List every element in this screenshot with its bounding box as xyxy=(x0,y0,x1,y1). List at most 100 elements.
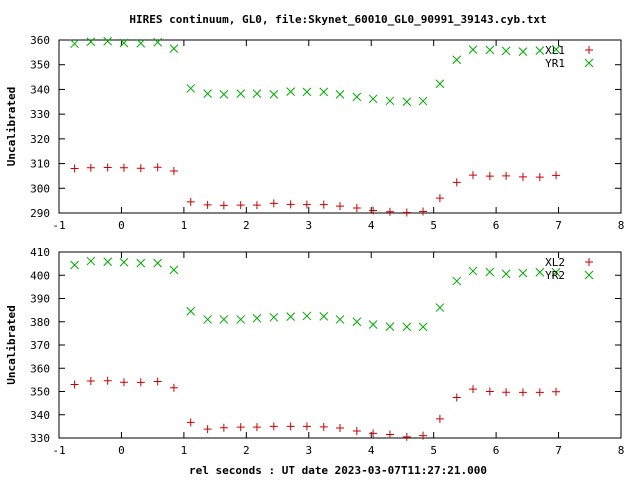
data-point-plus xyxy=(169,383,178,392)
data-point-cross xyxy=(368,320,378,329)
data-point-plus xyxy=(252,201,261,210)
data-point-plus xyxy=(219,423,228,432)
data-point-cross xyxy=(418,322,428,332)
data-point-cross xyxy=(70,39,79,49)
data-point-plus xyxy=(336,424,344,433)
data-point-cross xyxy=(452,276,462,286)
y-tick-label: 350 xyxy=(30,59,50,72)
y-tick-label: 350 xyxy=(30,386,50,399)
data-point-plus xyxy=(452,393,461,402)
x-tick-label: -1 xyxy=(52,219,65,232)
x-tick-label: 5 xyxy=(430,444,437,457)
data-point-plus xyxy=(452,178,461,187)
x-tick-label: 6 xyxy=(493,219,500,232)
data-point-cross xyxy=(136,258,146,268)
data-point-cross xyxy=(153,258,163,268)
data-point-plus xyxy=(435,194,444,203)
data-point-cross xyxy=(203,315,212,324)
data-point-cross xyxy=(286,87,296,97)
data-point-cross xyxy=(468,266,478,276)
data-point-plus xyxy=(385,207,394,216)
plot-frame xyxy=(58,39,622,214)
data-point-cross xyxy=(236,89,246,98)
legend-label: YR2 xyxy=(545,269,565,282)
data-point-plus xyxy=(70,380,79,389)
data-point-plus xyxy=(502,388,511,397)
x-tick-label: 8 xyxy=(618,444,625,457)
data-point-plus xyxy=(203,200,212,209)
chart-title: HIRES continuum, GL0, file:Skynet_60010_… xyxy=(129,13,546,26)
data-point-plus xyxy=(153,163,162,172)
data-point-plus xyxy=(535,173,544,182)
data-point-plus xyxy=(469,171,478,180)
data-point-cross xyxy=(551,267,561,277)
data-point-plus xyxy=(502,171,511,180)
data-point-cross xyxy=(319,87,329,97)
x-tick-label: 0 xyxy=(118,219,125,232)
data-point-cross xyxy=(435,303,445,312)
data-point-plus xyxy=(369,429,378,438)
data-point-cross xyxy=(319,312,329,321)
y-tick-label: 340 xyxy=(30,83,50,96)
x-tick-label: 8 xyxy=(618,219,625,232)
data-point-plus xyxy=(103,376,112,385)
data-point-plus xyxy=(153,377,162,386)
data-point-cross xyxy=(402,322,412,332)
data-point-cross xyxy=(335,315,345,324)
data-point-plus xyxy=(203,425,212,434)
data-point-cross xyxy=(203,89,212,98)
y-tick-label: 310 xyxy=(30,158,50,171)
data-point-cross xyxy=(352,317,362,327)
data-point-plus xyxy=(535,388,544,397)
data-point-cross xyxy=(402,97,412,107)
data-point-cross xyxy=(385,96,395,106)
x-tick-label: -1 xyxy=(52,444,65,457)
y-axis-label: Uncalibrated xyxy=(5,87,18,166)
data-point-cross xyxy=(535,46,545,55)
data-point-plus xyxy=(319,200,328,209)
data-point-cross xyxy=(119,38,129,48)
data-point-plus xyxy=(103,163,112,172)
data-point-plus xyxy=(219,201,228,210)
x-tick-label: 7 xyxy=(555,444,562,457)
y-tick-label: 400 xyxy=(30,269,50,282)
y-tick-label: 380 xyxy=(30,316,50,329)
data-point-plus xyxy=(252,423,261,432)
data-point-plus xyxy=(119,378,128,387)
data-point-plus xyxy=(402,432,411,441)
data-point-plus xyxy=(269,199,278,208)
data-point-cross xyxy=(269,90,279,99)
x-tick-label: 2 xyxy=(243,444,250,457)
data-point-plus xyxy=(302,422,311,431)
panel-top: -1 0 1 2 3 4 5 6 7 8 290 300 310 320 330 340 350 360 Uncal… xyxy=(5,34,624,232)
data-point-cross xyxy=(485,45,495,55)
data-point-cross xyxy=(252,89,262,98)
y-tick-label: 330 xyxy=(30,108,50,121)
data-point-plus xyxy=(136,164,145,173)
data-point-cross xyxy=(335,90,345,99)
data-point-cross xyxy=(485,267,495,277)
data-point-plus xyxy=(385,430,394,439)
data-point-cross xyxy=(518,47,528,56)
data-point-cross xyxy=(186,84,196,93)
data-point-cross xyxy=(219,315,229,324)
y-tick-label: 390 xyxy=(30,293,50,306)
x-tick-label: 1 xyxy=(181,444,188,457)
panel-bottom: -1 0 1 2 3 4 5 6 7 8 330 340 350 360 370 380 390 400 410 Un… xyxy=(5,246,624,457)
y-tick-label: 340 xyxy=(30,409,50,422)
y-tick-label: 290 xyxy=(30,207,50,220)
y-tick-label: 410 xyxy=(30,246,50,259)
data-point-cross xyxy=(103,257,113,267)
y-tick-label: 320 xyxy=(30,133,50,146)
data-point-cross xyxy=(103,36,113,46)
data-point-cross xyxy=(352,92,362,102)
legend-label: XL2 xyxy=(545,256,565,269)
data-point-plus xyxy=(435,414,444,423)
data-point-cross xyxy=(136,38,146,48)
data-point-cross xyxy=(518,268,528,278)
data-point-plus xyxy=(319,422,328,431)
data-point-plus xyxy=(302,200,311,209)
data-point-cross xyxy=(236,315,246,324)
x-axis-label: rel seconds : UT date 2023-03-07T11:27:2… xyxy=(189,464,487,477)
data-point-cross xyxy=(468,45,478,54)
